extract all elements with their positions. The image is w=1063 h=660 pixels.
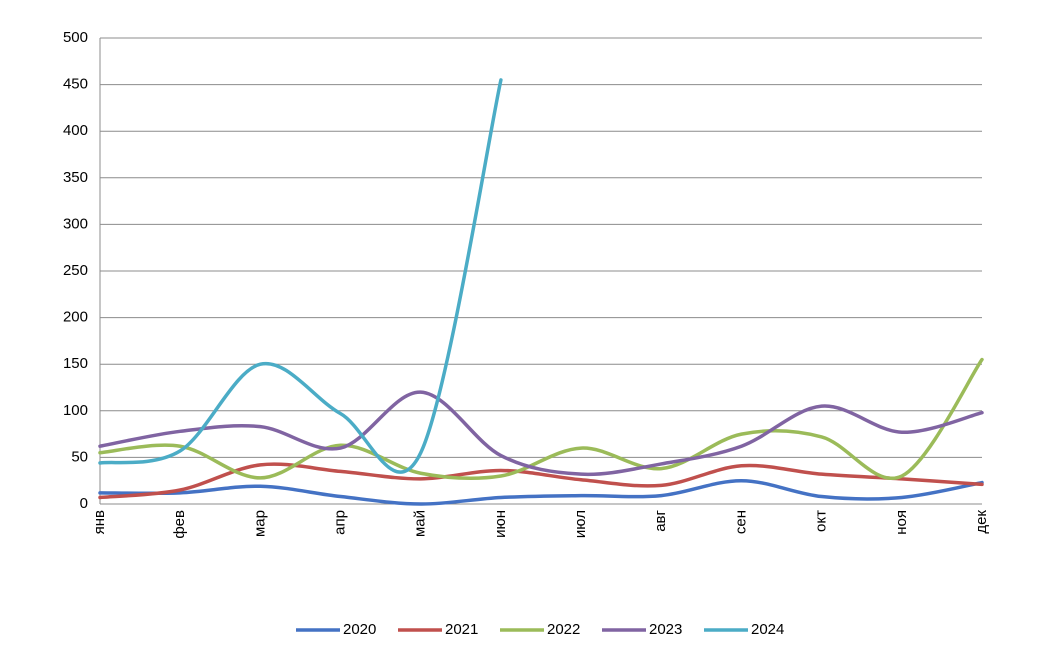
x-tick-label: май <box>412 510 429 537</box>
x-tick-label: мар <box>251 510 268 537</box>
y-tick-label: 400 <box>63 122 88 139</box>
legend-label: 2022 <box>547 621 580 638</box>
x-tick-label: окт <box>813 510 830 532</box>
y-tick-label: 250 <box>63 262 88 279</box>
series-line <box>98 478 984 506</box>
legend-label: 2023 <box>649 621 682 638</box>
legend-label: 2024 <box>751 621 784 638</box>
y-tick-label: 100 <box>63 402 88 419</box>
y-tick-label: 350 <box>63 169 88 186</box>
series-line <box>98 357 984 481</box>
series-line <box>98 78 503 474</box>
x-tick-label: ноя <box>893 510 910 535</box>
series-line <box>98 462 984 500</box>
series-line <box>98 390 984 477</box>
y-tick-label: 50 <box>71 448 88 465</box>
y-tick-label: 450 <box>63 76 88 93</box>
x-tick-label: июн <box>492 510 509 538</box>
y-tick-label: 300 <box>63 215 88 232</box>
y-tick-label: 0 <box>80 495 88 512</box>
x-tick-label: фев <box>171 510 188 539</box>
x-tick-label: июл <box>572 510 589 538</box>
legend-label: 2021 <box>445 621 478 638</box>
x-tick-label: янв <box>91 510 108 534</box>
x-tick-label: апр <box>332 510 349 535</box>
x-tick-label: сен <box>732 510 749 534</box>
y-tick-label: 150 <box>63 355 88 372</box>
y-tick-label: 500 <box>63 29 88 46</box>
x-tick-label: дек <box>973 510 990 534</box>
legend-label: 2020 <box>343 621 376 638</box>
y-tick-label: 200 <box>63 309 88 326</box>
x-tick-label: авг <box>652 509 669 531</box>
